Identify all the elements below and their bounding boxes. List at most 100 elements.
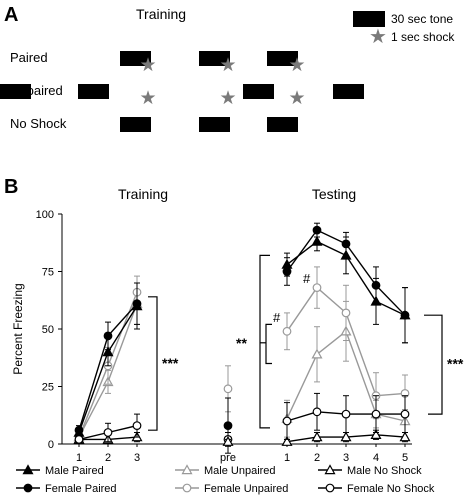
series-female-paired — [74, 282, 142, 436]
marker-triangle — [311, 431, 323, 442]
significance-label: *** — [447, 356, 464, 372]
legend-shock-label: 1 sec shock — [391, 30, 455, 44]
marker-circle — [103, 331, 113, 341]
y-tick-label: 50 — [42, 324, 54, 336]
tone-bar — [267, 117, 298, 132]
marker-circle — [400, 310, 410, 320]
y-tick-label: 25 — [42, 382, 54, 394]
legend-shock-star: ★ — [369, 26, 387, 48]
marker-triangle — [102, 346, 114, 357]
x-tick-label: 5 — [402, 452, 408, 464]
row-label-paired: Paired — [10, 50, 48, 65]
marker-circle — [74, 435, 84, 444]
tone-bar — [243, 84, 274, 99]
marker-circle — [325, 483, 335, 493]
marker-triangle — [399, 431, 411, 442]
tone-bar — [199, 51, 230, 66]
shock-star: ★ — [139, 55, 156, 76]
marker-triangle — [281, 435, 293, 446]
bracket — [148, 296, 158, 431]
shock-star: ★ — [219, 55, 236, 76]
marker-circle — [223, 421, 233, 431]
marker-circle — [282, 267, 292, 276]
legend-item-male-unpaired: Male Unpaired — [175, 464, 276, 477]
x-tick-label: 1 — [76, 452, 82, 464]
bracket — [265, 323, 272, 365]
marker-circle — [312, 283, 322, 293]
legend-item-female-paired: Female Paired — [16, 483, 117, 495]
marker-triangle — [370, 429, 382, 439]
legend-item-female-unpaired: Female Unpaired — [175, 483, 288, 495]
legend-label: Male Unpaired — [204, 465, 276, 477]
marker-circle — [132, 299, 142, 309]
legend-item-female-no-shock: Female No Shock — [318, 483, 435, 495]
tone-bar — [267, 51, 298, 66]
shock-star: ★ — [288, 55, 305, 76]
panel-b-label: B — [4, 176, 18, 198]
marker-circle — [282, 416, 292, 426]
series-female-paired — [282, 222, 410, 344]
x-tick-label: 3 — [134, 452, 140, 464]
tone-bar — [0, 84, 31, 99]
legend-label: Male No Shock — [347, 465, 422, 477]
y-tick-label: 100 — [36, 209, 54, 221]
legend-label: Female Unpaired — [204, 483, 288, 495]
hash-annotation: # — [303, 271, 311, 286]
marker-triangle — [324, 464, 336, 475]
shock-star: ★ — [288, 88, 305, 109]
series-female-no-shock — [282, 392, 410, 440]
panel-a-title: Training — [136, 6, 186, 22]
panel-a-label: A — [4, 4, 18, 26]
tone-bar — [78, 84, 109, 99]
shock-star: ★ — [139, 88, 156, 109]
marker-circle — [312, 225, 322, 235]
marker-circle — [341, 308, 351, 318]
legend-tone-label: 30 sec tone — [391, 12, 453, 26]
marker-circle — [132, 421, 142, 431]
marker-circle — [371, 409, 381, 419]
hash-annotation: # — [273, 310, 281, 325]
tone-bar — [120, 51, 151, 66]
legend-tone-swatch — [353, 11, 385, 27]
series-female-no-shock — [74, 413, 142, 444]
protocol-diagram: ★ ★ ★ ★ ★ ★ — [0, 51, 364, 132]
marker-circle — [282, 326, 292, 336]
marker-circle — [23, 483, 33, 493]
x-tick-label: 2 — [105, 452, 111, 464]
legend-label: Male Paired — [45, 465, 104, 477]
x-tick-label: 4 — [373, 452, 379, 464]
marker-circle — [223, 384, 233, 394]
marker-circle — [182, 483, 192, 493]
marker-triangle — [311, 235, 323, 246]
testing-title: Testing — [312, 186, 356, 202]
marker-circle — [74, 425, 84, 435]
tone-bar — [120, 117, 151, 132]
x-tick-label: 3 — [343, 452, 349, 464]
marker-circle — [400, 409, 410, 419]
marker-circle — [371, 280, 381, 290]
y-axis-label: Percent Freezing — [11, 283, 25, 374]
bracket — [424, 314, 443, 415]
significance-label: *** — [162, 355, 179, 371]
marker-triangle — [22, 464, 34, 475]
y-tick-label: 0 — [48, 439, 54, 451]
legend-label: Female Paired — [45, 483, 117, 495]
legend: Male Paired Female Paired Male Unpaired Fem… — [16, 464, 435, 495]
x-tick-label: 1 — [284, 452, 290, 464]
marker-triangle — [340, 431, 352, 442]
legend-label: Female No Shock — [347, 483, 435, 495]
x-tick-label: pre — [220, 452, 236, 464]
marker-circle — [341, 239, 351, 249]
significance-label: ** — [236, 335, 247, 351]
marker-triangle — [181, 464, 193, 475]
tone-bar — [333, 84, 364, 99]
series-male-no-shock — [222, 435, 234, 446]
y-tick-label: 75 — [42, 267, 54, 279]
series-female-unpaired — [282, 266, 410, 420]
bracket — [259, 254, 270, 429]
marker-circle — [103, 428, 113, 437]
marker-triangle — [222, 435, 234, 446]
shock-star: ★ — [219, 88, 236, 109]
